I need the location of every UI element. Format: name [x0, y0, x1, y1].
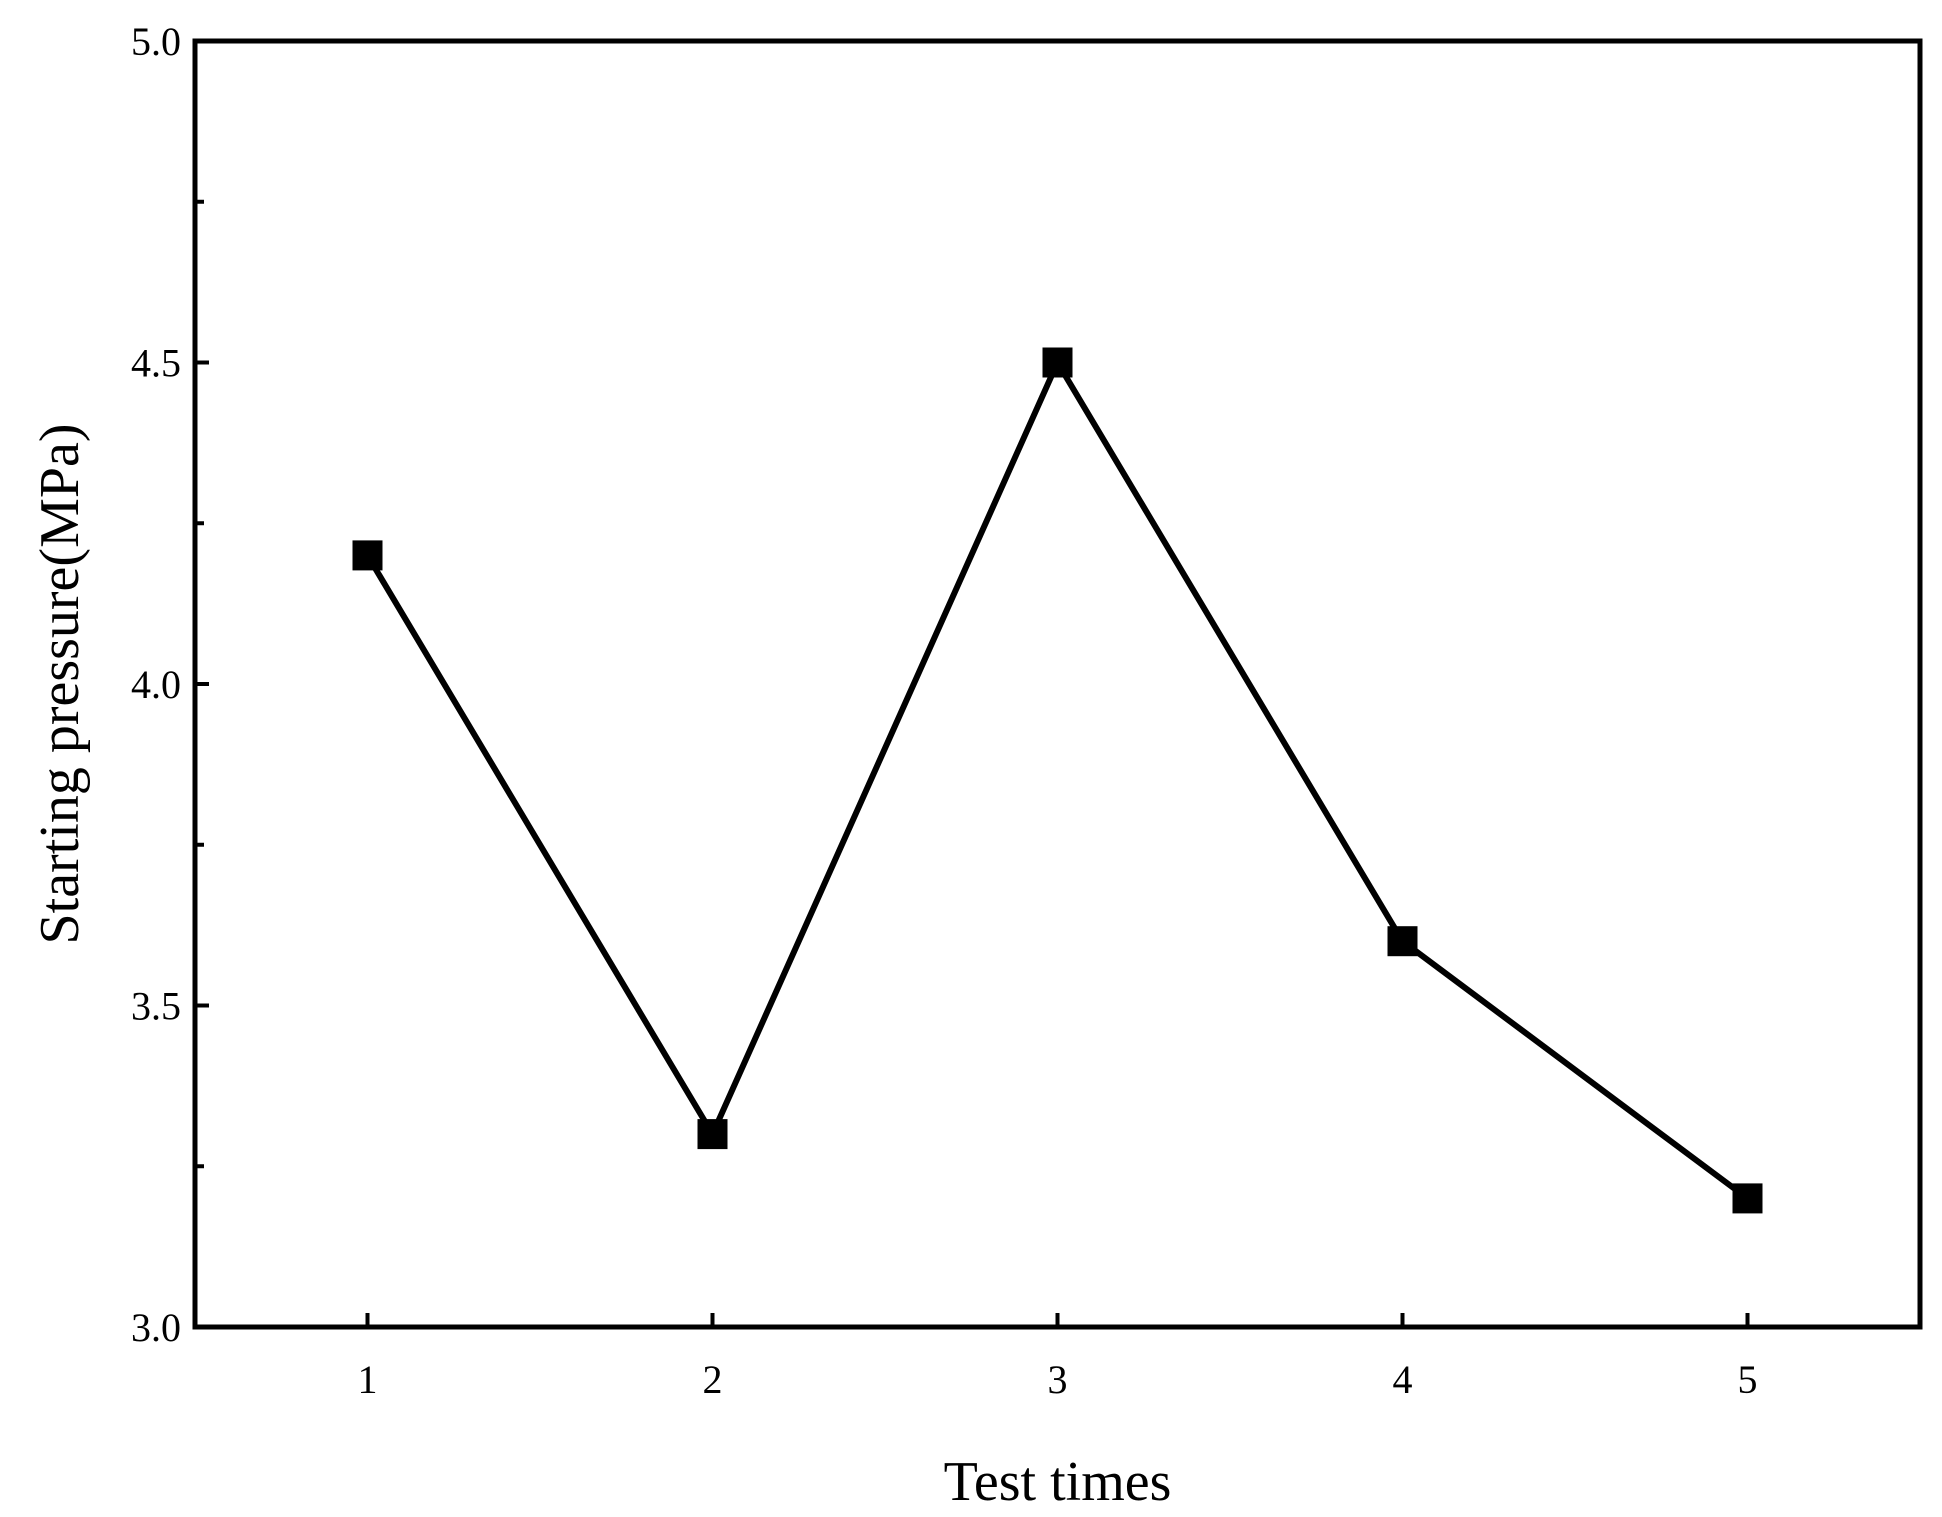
y-tick-label: 5.0 [131, 19, 181, 64]
y-tick-label: 3.5 [131, 984, 181, 1029]
data-point-marker [352, 540, 383, 571]
data-point-marker [1387, 926, 1418, 957]
y-axis-ticks: 3.0 3.5 4.0 4.5 5.0 [131, 19, 209, 1350]
x-axis-title: Test times [944, 1451, 1172, 1513]
x-tick-label: 3 [1048, 1357, 1068, 1402]
data-series [352, 347, 1763, 1214]
x-tick-label: 4 [1393, 1357, 1413, 1402]
y-axis-title: Starting pressure(MPa) [29, 423, 91, 944]
data-point-marker [1042, 347, 1073, 378]
x-tick-label: 1 [358, 1357, 378, 1402]
x-tick-label: 2 [703, 1357, 723, 1402]
plot-frame [192, 38, 1923, 1330]
data-point-marker [697, 1119, 728, 1150]
x-axis-ticks: 1 2 3 4 5 [358, 1313, 1758, 1402]
y-tick-label: 4.5 [131, 341, 181, 386]
y-tick-label: 4.0 [131, 662, 181, 707]
x-tick-label: 5 [1738, 1357, 1758, 1402]
data-point-marker [1732, 1183, 1763, 1214]
y-tick-label: 3.0 [131, 1305, 181, 1350]
